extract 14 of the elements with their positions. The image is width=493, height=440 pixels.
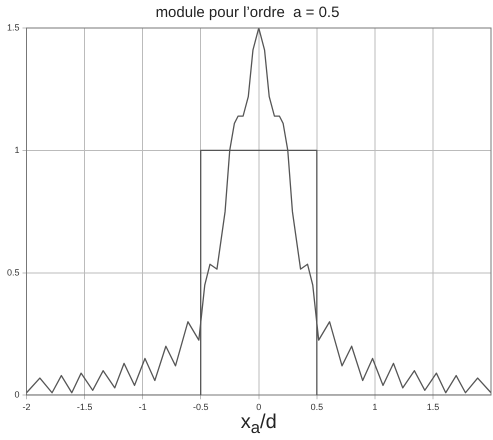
x-tick-label: 1.5 [426, 402, 440, 412]
y-tick-label: 1 [14, 144, 20, 155]
x-tick-label: 1 [372, 402, 378, 412]
chart-title: module pour l’ordre a = 0.5 [156, 4, 340, 22]
x-tick-label: 0 [256, 402, 262, 412]
y-tick-label: 1.5 [6, 22, 20, 32]
x-axis-title: x$_{a}$/d [240, 411, 277, 438]
x-tick-label: -1 [138, 402, 147, 412]
x-tick-label: -1.5 [76, 402, 92, 412]
x-tick-label: -0.5 [192, 402, 208, 412]
y-tick-label: 0 [14, 390, 20, 400]
x-tick-label: 0.5 [310, 402, 324, 412]
y-tick-label: 0.5 [6, 267, 20, 278]
x-tick-label: -2 [22, 402, 31, 412]
